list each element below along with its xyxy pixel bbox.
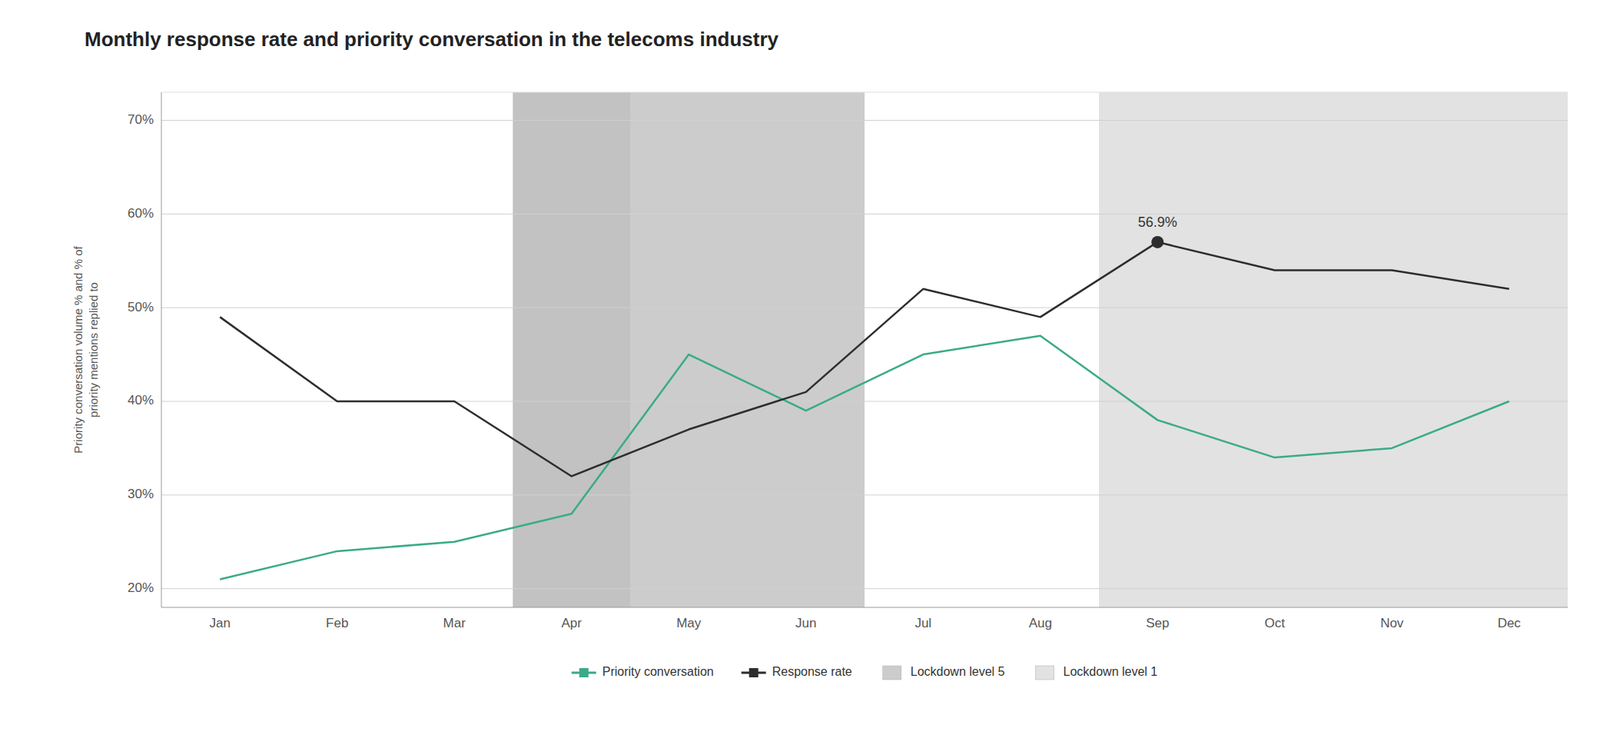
legend-label: Lockdown level 1 (1063, 664, 1159, 678)
x-tick-label: May (676, 615, 702, 631)
grid-line (161, 494, 1568, 495)
grid-line (161, 119, 1568, 121)
grid (161, 120, 1568, 589)
series-line (219, 242, 1510, 477)
plot-top-line (161, 92, 1568, 93)
regions (513, 92, 1569, 608)
annotation-text: 56.9% (1138, 214, 1178, 230)
x-tick-label: Jan (209, 615, 231, 631)
grid-line (161, 307, 1568, 309)
legend-label: Response rate (772, 664, 853, 678)
title: Monthly response rate and priority conve… (84, 27, 780, 51)
legend-item: Response rate (741, 664, 853, 678)
legend-swatch (882, 665, 902, 680)
x-tick-label: Nov (1380, 615, 1405, 631)
legend-swatch-marker (749, 667, 759, 678)
x-tick-label: Feb (325, 615, 349, 631)
x-tick-label: Jun (795, 615, 817, 631)
legend-label: Priority conversation (602, 664, 714, 678)
legend-item: Lockdown level 1 (1035, 664, 1159, 680)
grid-line (161, 587, 1568, 589)
y-tick-label: 40% (127, 392, 154, 408)
lines (219, 242, 1510, 580)
y-tick-label: 70% (127, 112, 154, 127)
x-tick-label: Sep (1145, 615, 1169, 631)
x-axis-line (161, 607, 1568, 608)
x-tick-label: Jul (914, 615, 932, 631)
x-tick-label: Dec (1497, 615, 1522, 631)
legend-item: Priority conversation (571, 664, 714, 678)
region (1098, 92, 1568, 608)
legend-item: Lockdown level 5 (882, 664, 1006, 680)
legend-swatch-marker (579, 667, 589, 678)
x-tick-label: Mar (443, 615, 467, 631)
chart: Monthly response rate and priority conve… (0, 0, 1600, 735)
region (513, 92, 866, 608)
y-tick-label: 60% (127, 205, 154, 221)
y-tick-label: 30% (127, 486, 154, 502)
x-tick-label: Oct (1264, 615, 1286, 631)
x-tick-label: Apr (561, 615, 583, 631)
y-axis-line (161, 92, 163, 608)
grid-line (161, 213, 1568, 215)
annotation-dot (1151, 235, 1164, 249)
region (513, 92, 631, 608)
legend: Priority conversation Response rate Lockdo… (571, 664, 1159, 680)
y-label: Priority conversation volume % and % ofp… (71, 245, 100, 454)
y-label-line: Priority conversation volume % and % of (71, 245, 85, 454)
y-tick-label: 20% (127, 580, 154, 595)
legend-swatch (1035, 665, 1055, 680)
y-label-line: priority mentions replied to (86, 282, 100, 418)
legend-label: Lockdown level 5 (910, 664, 1006, 678)
y-tick-label: 50% (127, 299, 154, 315)
x-tick-label: Aug (1029, 615, 1053, 631)
series-line (219, 335, 1510, 580)
